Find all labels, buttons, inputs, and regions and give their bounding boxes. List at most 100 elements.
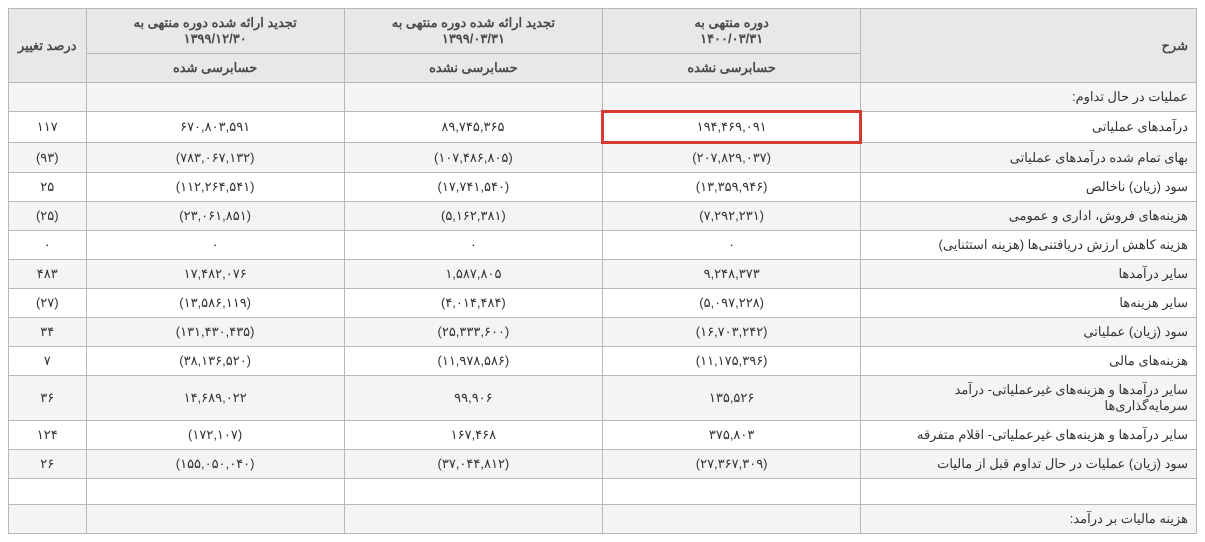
table-row: سایر درآمدها۹,۲۴۸,۳۷۳۱,۵۸۷,۸۰۵۱۷,۴۸۲,۰۷۶… [9,260,1197,289]
empty-cell [344,83,602,112]
header-period1: دوره منتهی به ۱۴۰۰/۰۳/۳۱ [603,9,861,54]
empty-cell [344,479,602,505]
header-period2-date: ۱۳۹۹/۰۳/۳۱ [442,31,505,46]
header-period3-audit: حسابرسی شده [86,54,344,83]
cell-percent: ۳۶ [9,376,87,421]
row-description: هزینه کاهش ارزش دریافتنی‌ها (هزینه استثن… [861,231,1197,260]
empty-cell [603,83,861,112]
cell-period3: (۱۱۲,۲۶۴,۵۴۱) [86,173,344,202]
header-period3-title: تجدید ارائه شده دوره منتهی به [133,15,296,30]
row-description: سایر هزینه‌ها [861,289,1197,318]
row-description: درآمدهای عملیاتی [861,112,1197,143]
table-row: بهای تمام شده درآمدهای عملیاتی(۲۰۷,۸۲۹,۰… [9,143,1197,173]
empty-cell [603,505,861,534]
table-body: عملیات در حال تداوم:درآمدهای عملیاتی۱۹۴,… [9,83,1197,534]
row-description: سود (زیان) عملیات در حال تداوم قبل از ما… [861,450,1197,479]
header-period1-audit: حسابرسی نشده [603,54,861,83]
empty-cell [603,479,861,505]
cell-period2: (۱۷,۷۴۱,۵۴۰) [344,173,602,202]
cell-period3: ۱۷,۴۸۲,۰۷۶ [86,260,344,289]
table-row [9,479,1197,505]
cell-percent: ۷ [9,347,87,376]
cell-percent: (۲۷) [9,289,87,318]
cell-period3: (۷۸۳,۰۶۷,۱۳۲) [86,143,344,173]
cell-period1: ۰ [603,231,861,260]
header-percent-change: درصد تغییر [9,9,87,83]
cell-percent: ۰ [9,231,87,260]
header-period2-title: تجدید ارائه شده دوره منتهی به [392,15,555,30]
cell-percent: ۲۵ [9,173,87,202]
cell-period1: (۷,۲۹۲,۲۳۱) [603,202,861,231]
cell-period1: (۲۰۷,۸۲۹,۰۳۷) [603,143,861,173]
header-period1-date: ۱۴۰۰/۰۳/۳۱ [700,31,763,46]
table-row: سود (زیان) ناخالص(۱۳,۳۵۹,۹۴۶)(۱۷,۷۴۱,۵۴۰… [9,173,1197,202]
cell-period3: ۱۴,۶۸۹,۰۲۲ [86,376,344,421]
row-description: سود (زیان) عملیاتی [861,318,1197,347]
row-description: سایر درآمدها و هزینه‌های غیرعملیاتی- اقل… [861,421,1197,450]
empty-cell [86,83,344,112]
header-period2-audit: حسابرسی نشده [344,54,602,83]
header-description: شرح [861,9,1197,83]
cell-period3: (۱۳,۵۸۶,۱۱۹) [86,289,344,318]
section-label: هزینه مالیات بر درآمد: [861,505,1197,534]
cell-period3: ۰ [86,231,344,260]
empty-cell [86,479,344,505]
empty-cell [9,83,87,112]
cell-period1: ۹,۲۴۸,۳۷۳ [603,260,861,289]
cell-period3: (۳۸,۱۳۶,۵۲۰) [86,347,344,376]
cell-period2: (۲۵,۳۳۳,۶۰۰) [344,318,602,347]
financial-statement-table: شرح دوره منتهی به ۱۴۰۰/۰۳/۳۱ تجدید ارائه… [8,8,1197,534]
empty-cell [86,505,344,534]
cell-percent: ۳۴ [9,318,87,347]
empty-cell [344,505,602,534]
row-description: سایر درآمدها و هزینه‌های غیرعملیاتی- درآ… [861,376,1197,421]
cell-period2: ۹۹,۹۰۶ [344,376,602,421]
table-row: هزینه مالیات بر درآمد: [9,505,1197,534]
row-description: سایر درآمدها [861,260,1197,289]
header-period3-date: ۱۳۹۹/۱۲/۳۰ [184,31,247,46]
cell-period2: (۴,۰۱۴,۴۸۴) [344,289,602,318]
table-row: درآمدهای عملیاتی۱۹۴,۴۶۹,۰۹۱۸۹,۷۴۵,۳۶۵۶۷۰… [9,112,1197,143]
cell-period2: (۱۱,۹۷۸,۵۸۶) [344,347,602,376]
cell-period1: (۱۱,۱۷۵,۳۹۶) [603,347,861,376]
cell-period1: (۵,۰۹۷,۲۲۸) [603,289,861,318]
table-row: سایر درآمدها و هزینه‌های غیرعملیاتی- اقل… [9,421,1197,450]
row-description: هزینه‌های فروش، اداری و عمومی [861,202,1197,231]
table-row: هزینه‌های فروش، اداری و عمومی(۷,۲۹۲,۲۳۱)… [9,202,1197,231]
empty-cell [9,479,87,505]
table-row: سایر هزینه‌ها(۵,۰۹۷,۲۲۸)(۴,۰۱۴,۴۸۴)(۱۳,۵… [9,289,1197,318]
cell-period1: (۱۶,۷۰۳,۲۴۲) [603,318,861,347]
cell-percent: ۱۲۴ [9,421,87,450]
table-row: سود (زیان) عملیات در حال تداوم قبل از ما… [9,450,1197,479]
cell-percent: ۱۱۷ [9,112,87,143]
cell-period2: (۳۷,۰۴۴,۸۱۲) [344,450,602,479]
empty-cell [9,505,87,534]
cell-period3: ۶۷۰,۸۰۳,۵۹۱ [86,112,344,143]
empty-cell [861,479,1197,505]
table-header: شرح دوره منتهی به ۱۴۰۰/۰۳/۳۱ تجدید ارائه… [9,9,1197,83]
cell-period1: ۱۹۴,۴۶۹,۰۹۱ [603,112,861,143]
table-row: هزینه‌های مالی(۱۱,۱۷۵,۳۹۶)(۱۱,۹۷۸,۵۸۶)(۳… [9,347,1197,376]
table-row: سایر درآمدها و هزینه‌های غیرعملیاتی- درآ… [9,376,1197,421]
cell-period2: ۱,۵۸۷,۸۰۵ [344,260,602,289]
table-row: سود (زیان) عملیاتی(۱۶,۷۰۳,۲۴۲)(۲۵,۳۳۳,۶۰… [9,318,1197,347]
row-description: بهای تمام شده درآمدهای عملیاتی [861,143,1197,173]
table-row: عملیات در حال تداوم: [9,83,1197,112]
header-period3: تجدید ارائه شده دوره منتهی به ۱۳۹۹/۱۲/۳۰ [86,9,344,54]
cell-percent: ۲۶ [9,450,87,479]
cell-period1: (۱۳,۳۵۹,۹۴۶) [603,173,861,202]
cell-period3: (۱۵۵,۰۵۰,۰۴۰) [86,450,344,479]
table-row: هزینه کاهش ارزش دریافتنی‌ها (هزینه استثن… [9,231,1197,260]
cell-period1: ۳۷۵,۸۰۳ [603,421,861,450]
cell-percent: ۴۸۳ [9,260,87,289]
cell-period1: (۲۷,۳۶۷,۳۰۹) [603,450,861,479]
cell-period3: (۱۷۲,۱۰۷) [86,421,344,450]
header-period1-title: دوره منتهی به [694,15,769,30]
section-label: عملیات در حال تداوم: [861,83,1197,112]
cell-period2: ۱۶۷,۴۶۸ [344,421,602,450]
cell-period2: ۰ [344,231,602,260]
row-description: هزینه‌های مالی [861,347,1197,376]
row-description: سود (زیان) ناخالص [861,173,1197,202]
cell-period2: (۵,۱۶۲,۳۸۱) [344,202,602,231]
cell-period3: (۱۳۱,۴۳۰,۴۳۵) [86,318,344,347]
